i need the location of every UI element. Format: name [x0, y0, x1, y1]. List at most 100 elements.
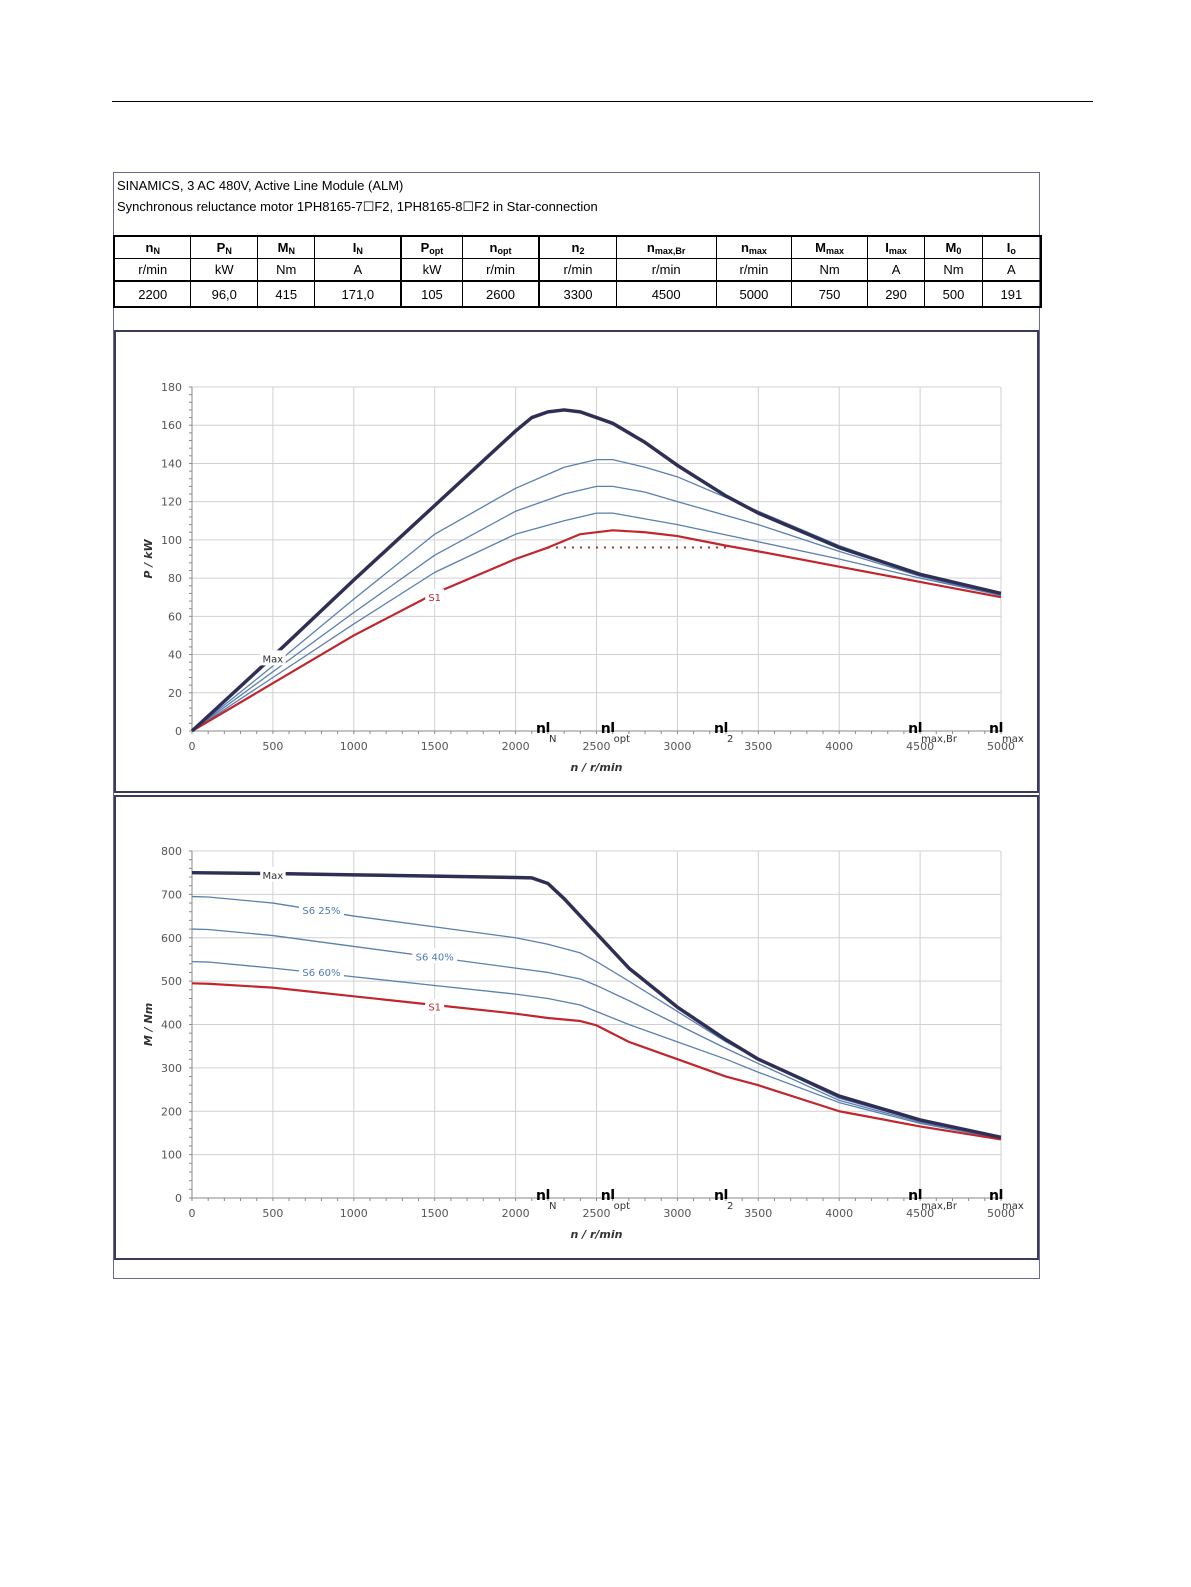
header-line-1: SINAMICS, 3 AC 480V, Active Line Module … — [117, 178, 404, 193]
speed-marker-label: n — [536, 1188, 546, 1204]
series-label: S6 40% — [416, 952, 454, 963]
series-line-s6 — [191, 485, 1002, 732]
speed-marker-subscript: max,Br — [921, 1201, 958, 1212]
x-tick-label: 2000 — [502, 740, 530, 753]
header-line-2: Synchronous reluctance motor 1PH8165-7☐F… — [117, 199, 598, 214]
spec-symbol-cell: Imax — [866, 235, 926, 259]
x-tick-label: 4500 — [906, 740, 934, 753]
spec-symbol-cell: nopt — [461, 235, 540, 259]
x-tick-label: 4000 — [825, 740, 853, 753]
spec-unit-cell: r/min — [113, 258, 192, 282]
x-tick-label: 5000 — [987, 1207, 1015, 1220]
spec-value-cell: 2200 — [113, 280, 192, 308]
y-tick-label: 60 — [168, 610, 182, 623]
spec-symbol-cell: IN — [314, 235, 402, 259]
spec-unit-cell: Nm — [791, 258, 868, 282]
speed-marker-label: n — [714, 1188, 724, 1204]
y-tick-label: 140 — [161, 457, 182, 470]
speed-marker-subscript: 2 — [727, 734, 733, 745]
series-label-bg — [425, 998, 445, 1014]
torque-chart: 0 500 1000 1500 2000 2500 3000 3500 4000 4500 5000… — [142, 845, 1024, 1241]
speed-marker-label: n — [601, 721, 611, 737]
x-tick-label: 1500 — [421, 1207, 449, 1220]
y-tick-label: 80 — [168, 572, 182, 585]
spec-value-cell: 5000 — [715, 280, 793, 308]
x-tick-label: 4000 — [825, 1207, 853, 1220]
x-tick-label: 1000 — [340, 740, 368, 753]
x-tick-label: 3000 — [663, 740, 691, 753]
spec-value-cell: 415 — [257, 280, 316, 308]
spec-unit-cell: A — [314, 258, 402, 282]
series-label-bg — [412, 948, 458, 964]
spec-symbol-cell: n2 — [538, 235, 617, 259]
x-tick-label: 0 — [189, 740, 196, 753]
spec-symbol-cell: MN — [257, 235, 316, 259]
speed-marker-subscript: N — [549, 1201, 556, 1212]
spec-unit-cell: kW — [400, 258, 463, 282]
spec-value-cell: 4500 — [615, 280, 717, 308]
spec-value-cell: 290 — [866, 280, 926, 308]
series-line-max — [191, 870, 1002, 1139]
series-line-s6 — [191, 458, 1002, 732]
x-axis-title: n / r/min — [570, 761, 622, 774]
y-tick-label: 20 — [168, 687, 182, 700]
x-tick-label: 1000 — [340, 1207, 368, 1220]
series-label: Max — [263, 654, 284, 665]
series-line-s1 — [191, 529, 1002, 732]
spec-unit-cell: A — [866, 258, 926, 282]
series-line-s640 — [191, 928, 1002, 1139]
x-axis-title: n / r/min — [570, 1228, 622, 1241]
spec-value-cell: 105 — [400, 280, 463, 308]
x-tick-label: 0 — [189, 1207, 196, 1220]
spec-symbol-cell: nmax,Br — [615, 235, 717, 259]
series-line-s1 — [191, 982, 1002, 1141]
top-rule — [112, 101, 1093, 102]
series-line-s6 — [191, 512, 1002, 732]
y-tick-label: 180 — [161, 381, 182, 394]
speed-marker-label: n — [989, 1188, 999, 1204]
spec-symbol-cell: Io — [981, 235, 1042, 259]
series-label: Max — [263, 871, 284, 882]
speed-marker-label: n — [989, 721, 999, 737]
spec-symbol-cell: Popt — [400, 235, 463, 259]
spec-symbol-cell: PN — [190, 235, 259, 259]
x-tick-label: 2500 — [583, 740, 611, 753]
y-tick-label: 500 — [161, 975, 182, 988]
spec-value-cell: 500 — [924, 280, 983, 308]
y-tick-label: 100 — [161, 1149, 182, 1162]
speed-marker-label: n — [908, 721, 918, 737]
spec-value-cell: 96,0 — [190, 280, 259, 308]
series-label: S6 25% — [302, 906, 340, 917]
x-tick-label: 3000 — [663, 1207, 691, 1220]
spec-value-cell: 171,0 — [314, 280, 402, 308]
speed-marker-subscript: max — [1002, 1201, 1024, 1212]
series-line-max — [190, 408, 1002, 733]
spec-table: nN PN MN IN Popt nopt n2 nmax,Br nmax Mmax Imax M0 I… — [113, 235, 1042, 308]
spec-symbol-cell: M0 — [924, 235, 983, 259]
y-tick-label: 400 — [161, 1019, 182, 1032]
series-label-bg — [298, 964, 344, 980]
spec-unit-cell: r/min — [715, 258, 793, 282]
x-tick-label: 3500 — [744, 1207, 772, 1220]
speed-marker-subscript: opt — [614, 734, 630, 745]
spec-value-cell: 750 — [791, 280, 868, 308]
y-axis-title: M / Nm — [142, 1003, 155, 1046]
speed-marker-subscript: 2 — [727, 1201, 733, 1212]
x-tick-label: 2000 — [502, 1207, 530, 1220]
series-label: S1 — [428, 1003, 441, 1014]
spec-unit-cell: kW — [190, 258, 259, 282]
x-tick-label: 2500 — [583, 1207, 611, 1220]
spec-value-cell: 2600 — [461, 280, 540, 308]
speed-marker-label: n — [601, 1188, 611, 1204]
y-axis-title: P / kW — [142, 539, 155, 579]
spec-unit-cell: A — [981, 258, 1042, 282]
spec-value-cell: 3300 — [538, 280, 617, 308]
x-tick-label: 4500 — [906, 1207, 934, 1220]
series-label-bg — [260, 866, 286, 882]
spec-unit-cell: r/min — [615, 258, 717, 282]
y-tick-label: 700 — [161, 888, 182, 901]
spec-value-cell: 191 — [981, 280, 1042, 308]
speed-marker-label: n — [714, 721, 724, 737]
x-tick-label: 3500 — [744, 740, 772, 753]
